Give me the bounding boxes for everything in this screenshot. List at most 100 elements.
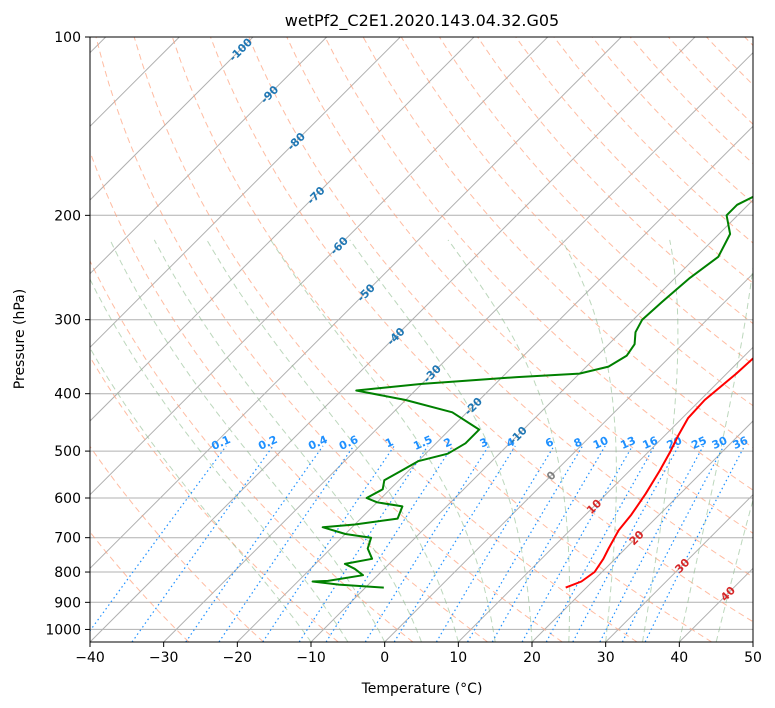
dry-adiabat-line xyxy=(553,37,753,244)
y-tick-label: 500 xyxy=(54,444,81,460)
mixing-ratio-line xyxy=(572,445,680,642)
dry-adiabat-line xyxy=(744,37,753,47)
dry-adiabat-line xyxy=(90,259,414,642)
isotherm-label: -100 xyxy=(226,35,255,64)
moist-adiabat-line xyxy=(90,347,312,642)
mixing-ratio-line xyxy=(545,445,656,642)
isotherm-line xyxy=(678,567,753,642)
y-tick-label: 700 xyxy=(54,531,81,547)
isotherm-line xyxy=(384,272,753,642)
x-tick-label: 10 xyxy=(449,650,467,666)
mixing-ratio-line xyxy=(90,445,227,632)
x-tick-label: −10 xyxy=(296,650,326,666)
mixing-ratio-label: 30 xyxy=(710,434,730,452)
mixing-ratio-line xyxy=(325,445,454,642)
mixing-ratio-label: 0.4 xyxy=(306,433,329,453)
dry-adiabat-line xyxy=(90,445,264,642)
mixing-ratio-label: 3 xyxy=(478,435,490,450)
mixing-ratio-line xyxy=(218,445,355,642)
moist-adiabat-line xyxy=(678,263,753,642)
moist-adiabat-line xyxy=(153,239,422,642)
mixing-ratio-line xyxy=(521,445,634,642)
mixing-ratio-line xyxy=(364,445,490,642)
moist-adiabat-line xyxy=(715,497,753,642)
mixing-ratio-label: 1 xyxy=(383,435,395,450)
isotherm-line xyxy=(605,493,753,642)
chart-title: wetPf2_C2E1.2020.143.04.32.G05 xyxy=(285,11,559,31)
isotherm-line xyxy=(90,37,696,642)
dry-adiabat-line xyxy=(90,356,339,642)
dry-adiabat-line xyxy=(668,37,753,125)
moist-adiabat-line xyxy=(90,278,349,642)
y-axis-label: Pressure (hPa) xyxy=(12,289,28,389)
dry-adiabat-line xyxy=(171,37,712,642)
y-axis: 100 200 300 400 500 600 700 800 900 1000 xyxy=(45,30,90,638)
mixing-ratio-line xyxy=(435,445,555,642)
isotherm-line xyxy=(90,37,401,349)
pressure-gridlines xyxy=(90,37,753,630)
isotherm-line xyxy=(90,37,549,496)
isotherm-line xyxy=(90,37,622,570)
mixing-ratio-line xyxy=(131,445,274,642)
mixing-ratio-label: 10 xyxy=(591,434,611,452)
mixing-ratio-label: 0.2 xyxy=(256,433,279,453)
mixing-ratio-line xyxy=(466,445,584,642)
isotherm-line xyxy=(90,37,254,201)
dry-adiabat-line xyxy=(133,37,638,642)
x-tick-label: 50 xyxy=(744,650,762,666)
profile-series xyxy=(311,195,753,589)
y-tick-label: 400 xyxy=(54,387,81,403)
isotherm-line xyxy=(457,346,753,642)
dry-adiabat-line xyxy=(706,37,753,86)
x-tick-label: −20 xyxy=(223,650,253,666)
mixing-ratio-label: 13 xyxy=(618,434,637,452)
y-tick-label: 900 xyxy=(54,595,81,611)
dry-adiabat-line xyxy=(90,150,488,642)
mixing-ratio-label: 0.1 xyxy=(209,433,232,453)
y-tick-label: 300 xyxy=(54,313,81,329)
dry-adiabat-line xyxy=(286,37,753,534)
dry-adiabat-line xyxy=(210,37,753,623)
y-tick-label: 1000 xyxy=(45,622,81,638)
mixing-ratio-label: 0.6 xyxy=(337,433,360,453)
mixing-ratio-line xyxy=(644,445,746,642)
x-axis-label: Temperature (°C) xyxy=(361,681,483,697)
mixing-ratio-label: 36 xyxy=(731,434,751,452)
dewpoint-profile-line xyxy=(311,195,753,589)
moist-adiabat-line xyxy=(447,239,571,642)
isotherm-label: -80 xyxy=(285,130,308,153)
moist-adiabat-line xyxy=(642,239,679,642)
dry-adiabat-line xyxy=(95,37,563,642)
isotherm-line xyxy=(531,420,753,642)
mixing-ratio-label: 1.5 xyxy=(411,433,434,453)
moist-adiabat-line xyxy=(206,239,459,642)
mixing-ratio-label: 8 xyxy=(572,435,584,450)
x-tick-label: −30 xyxy=(149,650,179,666)
mixing-ratio-line xyxy=(491,445,606,642)
x-tick-label: 30 xyxy=(597,650,615,666)
isotherm-label: -70 xyxy=(304,184,327,207)
moist-adiabat-line xyxy=(109,239,386,642)
y-tick-label: 800 xyxy=(54,565,81,581)
mixing-ratio-line xyxy=(262,445,395,642)
dry-adiabat-line xyxy=(324,37,753,491)
temperature-profile-line xyxy=(565,357,753,589)
dry-adiabat-line xyxy=(248,37,753,578)
dry-adiabat-line xyxy=(515,37,753,284)
mixing-ratio-line xyxy=(393,445,516,642)
plot-frame xyxy=(89,36,754,643)
isotherm-line xyxy=(752,641,753,642)
mixing-ratio-label: 25 xyxy=(689,434,708,452)
mixing-ratio-label: 16 xyxy=(641,434,661,452)
dry-adiabat-line xyxy=(591,37,753,204)
x-tick-label: 40 xyxy=(670,650,688,666)
mixing-ratio-line xyxy=(599,445,704,642)
isotherm-line xyxy=(90,37,475,422)
background-lines xyxy=(90,37,753,642)
y-tick-label: 600 xyxy=(54,491,81,507)
y-tick-label: 200 xyxy=(54,208,81,224)
isotherm-line xyxy=(236,125,753,642)
isotherm-label: -50 xyxy=(355,281,378,304)
y-tick-label: 100 xyxy=(54,30,81,46)
